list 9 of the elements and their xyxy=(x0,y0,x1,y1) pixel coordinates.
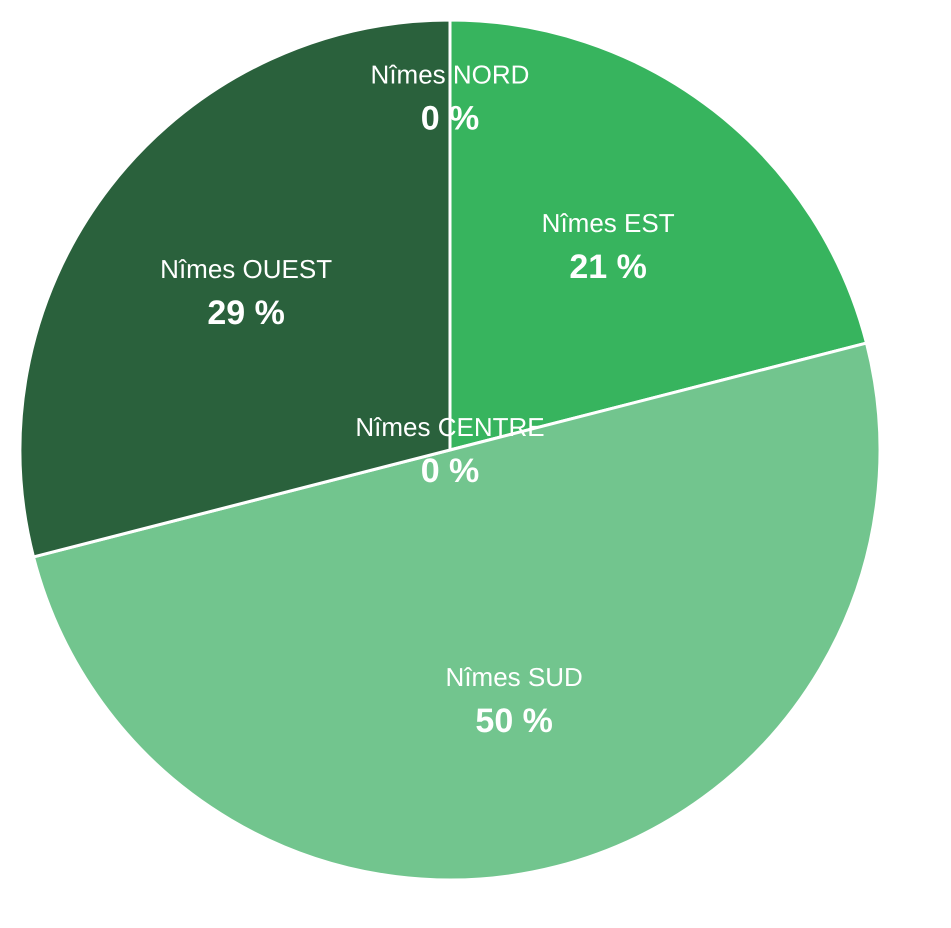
category-label: Nîmes NORD xyxy=(370,59,530,90)
data-label: 50 % xyxy=(475,702,553,740)
text: 0 % xyxy=(420,99,480,138)
data-label: 21 % xyxy=(569,248,647,286)
text: 0 % xyxy=(420,452,480,490)
slice-label: Nîmes SUD xyxy=(446,662,583,692)
slice-label: Nîmes OUEST xyxy=(160,254,332,284)
data-label: 29 % xyxy=(207,294,285,332)
slice-label: Nîmes EST xyxy=(542,208,675,238)
